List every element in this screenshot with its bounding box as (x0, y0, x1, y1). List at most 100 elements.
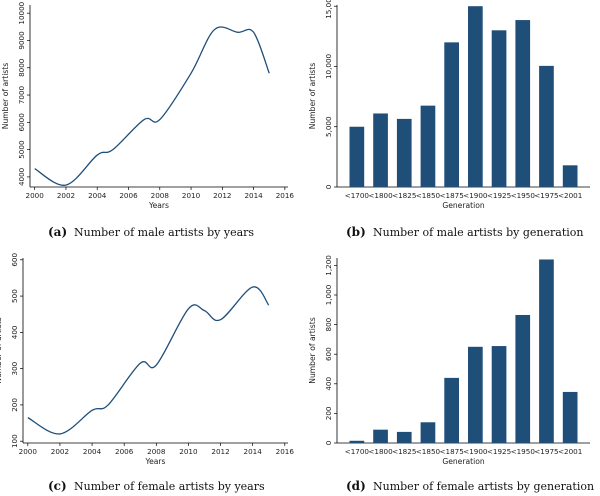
y-tick-label: 1,000 (324, 284, 333, 305)
y-tick-label: 500 (10, 289, 19, 303)
y-tick-label: 5000 (17, 140, 26, 159)
bar (420, 105, 436, 187)
x-tick-label: <2001 (558, 191, 582, 200)
y-tick-label: 400 (324, 377, 333, 391)
bar (468, 346, 483, 443)
x-tick-label: <1700 (345, 191, 370, 200)
bar (444, 377, 459, 443)
x-tick-label: <1925 (487, 191, 511, 200)
bar (515, 20, 531, 188)
bar (396, 431, 412, 443)
bar (349, 440, 365, 443)
x-tick-label: 2000 (19, 447, 38, 456)
bar (515, 314, 531, 443)
caption-text: Number of male artists by generation (373, 226, 583, 239)
x-tick-label: 2006 (115, 447, 134, 456)
panel-d: 0 200 400 600 800 1,000 1,200 Number of artists… (308, 255, 594, 493)
x-tick-label: 2008 (147, 447, 166, 456)
x-tick-label: <1875 (439, 447, 463, 456)
x-tick-label: <1825 (392, 191, 416, 200)
y-tick-label: 15,000 (324, 0, 333, 19)
caption-text: Number of female artists by years (74, 480, 265, 493)
x-tick-label: <1800 (368, 447, 393, 456)
x-tick-label: <1975 (534, 447, 558, 456)
bar (373, 429, 388, 443)
y-tick-label: 10,000 (324, 53, 333, 79)
x-tick-label: 2004 (83, 447, 102, 456)
y-tick-label: 600 (10, 253, 19, 267)
y-tick-label: 600 (324, 347, 333, 361)
caption-tag: (d) (346, 479, 366, 493)
x-axis-title: Years (148, 201, 169, 210)
y-axis-title: Number of artists (0, 317, 3, 383)
series-line (34, 26, 270, 186)
bar (396, 118, 412, 187)
caption-tag: (a) (48, 225, 67, 239)
x-tick-label: <1925 (487, 447, 511, 456)
x-tick-label: <1950 (511, 191, 536, 200)
y-tick-label: 800 (324, 317, 333, 331)
y-tick-label: 1,200 (324, 255, 333, 276)
y-tick-label: 0 (324, 440, 333, 445)
x-tick-label: 2004 (88, 191, 107, 200)
bar (373, 113, 388, 187)
bar (562, 165, 578, 187)
bar (491, 30, 507, 187)
series-line (27, 286, 270, 435)
y-tick-label: 6000 (17, 113, 26, 132)
x-tick-label: <2001 (558, 447, 582, 456)
x-tick-label: <1700 (345, 447, 370, 456)
x-tick-label: <1800 (368, 191, 393, 200)
x-tick-label: <1975 (534, 191, 558, 200)
x-tick-label: 2014 (244, 447, 263, 456)
x-axis-title: Generation (442, 201, 485, 210)
y-axis-title: Number of artists (308, 63, 317, 129)
x-tick-label: 2012 (211, 447, 229, 456)
y-tick-label: 7000 (17, 85, 26, 104)
bar (468, 6, 483, 188)
panel-a: 4000 5000 6000 7000 8000 9000 10000 Number of a… (1, 1, 294, 239)
caption-tag: (b) (346, 225, 366, 239)
y-tick-label: 5,000 (324, 116, 333, 137)
y-tick-label: 200 (10, 398, 19, 412)
y-tick-label: 4000 (17, 167, 26, 186)
panel-c: 100 200 300 400 500 600 Number of artists 2000 2… (0, 253, 294, 493)
x-tick-label: 2008 (151, 191, 170, 200)
x-tick-label: 2002 (51, 447, 69, 456)
y-tick-label: 8000 (17, 58, 26, 77)
x-tick-label: 2016 (276, 191, 295, 200)
caption-text: Number of female artists by generation (373, 480, 594, 493)
x-axis-title: Years (144, 457, 165, 466)
x-tick-label: <1825 (392, 447, 416, 456)
bar (349, 126, 365, 187)
x-tick-label: 2012 (213, 191, 231, 200)
x-tick-label: 2006 (119, 191, 138, 200)
x-tick-label: 2010 (182, 191, 201, 200)
y-tick-label: 9000 (17, 31, 26, 50)
x-tick-label: <1900 (463, 191, 488, 200)
bar (562, 391, 578, 443)
y-axis-title: Number of artists (308, 317, 317, 383)
y-tick-label: 300 (10, 361, 19, 375)
x-tick-label: <1850 (416, 447, 441, 456)
x-tick-label: <1850 (416, 191, 441, 200)
y-axis-title: Number of artists (1, 63, 10, 129)
bar (539, 65, 554, 187)
bar (539, 259, 554, 443)
x-axis-title: Generation (442, 457, 485, 466)
x-tick-label: <1950 (511, 447, 536, 456)
bar (491, 346, 507, 443)
y-tick-label: 0 (324, 184, 333, 189)
x-tick-label: <1900 (463, 447, 488, 456)
x-tick-label: <1875 (439, 191, 463, 200)
y-tick-label: 10000 (17, 1, 26, 24)
y-tick-label: 200 (324, 406, 333, 420)
y-tick-label: 400 (10, 325, 19, 339)
bar (444, 42, 459, 187)
x-tick-label: 2010 (179, 447, 198, 456)
x-tick-label: 2016 (276, 447, 295, 456)
caption-text: Number of male artists by years (74, 226, 254, 239)
bar (420, 422, 436, 443)
x-tick-label: 2002 (57, 191, 75, 200)
x-tick-label: 2014 (244, 191, 263, 200)
